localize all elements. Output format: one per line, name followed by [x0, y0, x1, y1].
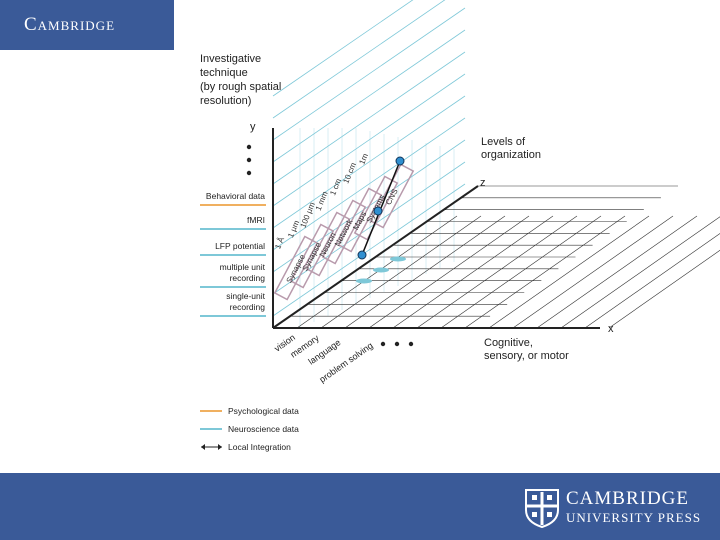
- resolution-line: [272, 161, 466, 295]
- resolution-line: [272, 95, 466, 229]
- organization-box: [305, 211, 351, 277]
- x-ellipsis-dots: [380, 341, 414, 347]
- cognitive-line: Cognitive,: [484, 337, 533, 349]
- grid-line: [344, 215, 506, 329]
- spatial-resolution-lines: [272, 0, 466, 328]
- cambridge-logo-top: Cambridge: [0, 0, 174, 50]
- resolution-label: 1 Å: [273, 235, 286, 250]
- levels-label: Levels of organization: [481, 136, 541, 161]
- title-line: resolution): [200, 95, 251, 107]
- legend-label: Local Integration: [228, 442, 291, 452]
- title-line: technique: [200, 67, 248, 79]
- legend-label: Psychological data: [228, 406, 299, 416]
- diagram-title: Investigative technique (by rough spatia…: [200, 53, 284, 107]
- grid-line: [488, 215, 650, 329]
- crest-icon: [525, 489, 559, 528]
- organization-box: [273, 235, 319, 301]
- grid-line: [392, 215, 554, 329]
- organization-box: [289, 223, 335, 289]
- technique-label: recording: [230, 273, 266, 283]
- grid-line: [440, 215, 602, 329]
- y-ellipsis-dots: [246, 144, 252, 176]
- integration-node-middle: [373, 206, 383, 216]
- y-axis-label: y: [250, 121, 256, 133]
- footer-bar: [0, 473, 720, 540]
- title-line: (by rough spatial: [200, 81, 281, 93]
- grid-line: [536, 215, 698, 329]
- title-line: Investigative: [200, 53, 261, 65]
- levels-line: organization: [481, 149, 541, 161]
- cognitive-label: Cognitive, sensory, or motor: [484, 337, 569, 362]
- grid-line: [512, 215, 674, 329]
- grid-line: [464, 215, 626, 329]
- data-blobs: [356, 256, 406, 284]
- grid-line: [608, 249, 720, 329]
- resolution-line: [272, 183, 466, 317]
- grid-line: [416, 215, 578, 329]
- legend-label: Neuroscience data: [228, 424, 299, 434]
- grid-line: [320, 215, 482, 329]
- technique-label: Behavioral data: [206, 191, 265, 201]
- press-name: CAMBRIDGE: [566, 488, 690, 509]
- resolution-label: 1m: [357, 152, 370, 166]
- legend: Psychological data Neuroscience data Local…: [200, 406, 299, 452]
- resolution-label: 10 cm: [341, 161, 358, 185]
- technique-labels: Behavioral data fMRI LFP potential multiple…: [200, 191, 266, 317]
- z-axis-line: [272, 185, 479, 329]
- perspective-grid: [290, 185, 720, 329]
- resolution-line: [272, 0, 414, 97]
- technique-label: fMRI: [247, 215, 265, 225]
- resolution-line: [272, 29, 466, 163]
- organization-box: [369, 163, 415, 229]
- organization-box: [337, 187, 383, 253]
- technique-label: multiple unit: [220, 262, 266, 272]
- levels-line: Levels of: [481, 136, 526, 148]
- logo-text: Cambridge: [24, 14, 116, 35]
- resolution-line: [272, 7, 466, 141]
- technique-label: LFP potential: [215, 241, 265, 251]
- resolution-line: [272, 51, 466, 185]
- integration-node-top: [395, 156, 405, 166]
- grid-line: [368, 215, 530, 329]
- resolution-line: [272, 73, 466, 207]
- resolution-line: [272, 117, 466, 251]
- cognitive-line: sensory, or motor: [484, 350, 569, 362]
- grid-line: [560, 216, 720, 329]
- resolution-line: [272, 0, 446, 119]
- organization-box: [321, 199, 367, 265]
- integration-node-bottom: [357, 250, 367, 260]
- technique-label: recording: [230, 302, 266, 312]
- z-axis-label: z: [480, 177, 486, 189]
- technique-label: single-unit: [226, 291, 265, 301]
- press-subtitle: UNIVERSITY PRESS: [566, 510, 702, 525]
- grid-line: [584, 233, 720, 329]
- x-axis-label: x: [608, 323, 614, 335]
